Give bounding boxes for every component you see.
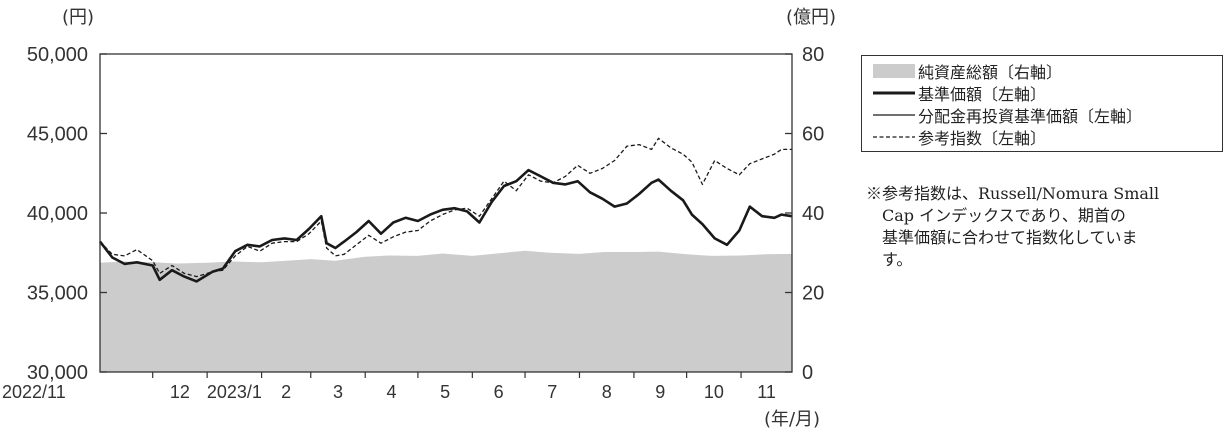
x-axis-tick-label: 12 — [170, 382, 190, 402]
x-axis-tick-label: 2 — [281, 382, 291, 402]
right-axis-tick-label: 60 — [802, 124, 824, 146]
footnote-line: Cap インデックスであり、期首の — [882, 206, 1126, 225]
legend-label-net-assets: 純資産総額〔右軸〕 — [918, 63, 1063, 82]
footnote: ※参考指数は、Russell/Nomura Small Cap インデックスであ… — [866, 183, 1224, 271]
left-axis-tick-label: 35,000 — [27, 283, 88, 305]
footnote-line: ※参考指数は、Russell/Nomura Small — [866, 184, 1160, 203]
legend: 純資産総額〔右軸〕 基準価額〔左軸〕 分配金再投資基準価額〔左軸〕 参考指数〔左… — [861, 55, 1223, 152]
legend-label-reference-index: 参考指数〔左軸〕 — [918, 129, 1047, 148]
x-axis-tick-label: 3 — [333, 382, 343, 402]
x-axis-tick-label: 2023/1 — [207, 382, 262, 402]
price-lines-layer — [98, 137, 793, 283]
reinvested-nav-line — [99, 169, 793, 282]
net-assets-area-layer — [100, 250, 792, 372]
legend-swatch-nav — [873, 91, 915, 95]
axes-layer — [99, 53, 793, 378]
legend-item-nav: 基準価額〔左軸〕 — [872, 82, 1046, 104]
x-axis-tick-label: 2022/11 — [2, 382, 66, 402]
legend-item-reinvested-nav: 分配金再投資基準価額〔左軸〕 — [872, 104, 1142, 126]
right-axis-tick-label: 80 — [802, 44, 824, 66]
legend-swatch-net-assets — [873, 64, 915, 78]
x-axis-tick-label: 9 — [655, 382, 665, 402]
left-axis-unit: (円) — [62, 7, 94, 28]
x-axis-tick-label: 8 — [602, 382, 612, 402]
left-axis-tick-label: 45,000 — [27, 124, 88, 146]
chart: 50,000 80 45,000 60 40,000 40 35,000 20 30,000 0 2… — [2, 7, 836, 430]
x-axis-tick-label: 11 — [757, 382, 776, 402]
net-assets-area — [100, 250, 792, 372]
legend-item-reference-index: 参考指数〔左軸〕 — [872, 126, 1046, 148]
x-axis-tick-label: 5 — [440, 382, 450, 402]
x-axis-tick-label: 4 — [387, 382, 397, 402]
left-axis-tick-label: 40,000 — [27, 203, 88, 225]
right-axis-tick-label: 0 — [802, 362, 813, 384]
legend-label-reinvested-nav: 分配金再投資基準価額〔左軸〕 — [918, 107, 1143, 126]
right-axis-tick-label: 40 — [802, 203, 824, 225]
right-axis-unit: (億円) — [786, 7, 836, 28]
legend-swatch-reinvested-nav — [873, 114, 915, 116]
x-axis-tick-label: 10 — [704, 382, 724, 402]
x-axis-tick-label: 6 — [494, 382, 504, 402]
footnote-line: 基準価額に合わせて指数化していま — [882, 228, 1138, 247]
x-axis-tick-label: 7 — [547, 382, 557, 402]
footnote-line: す。 — [882, 250, 913, 269]
left-axis-tick-label: 50,000 — [27, 44, 88, 66]
legend-label-nav: 基準価額〔左軸〕 — [918, 85, 1047, 104]
tick-labels-layer: 50,000 80 45,000 60 40,000 40 35,000 20 30,000 0 2… — [2, 7, 836, 430]
left-axis-tick-label: 30,000 — [27, 362, 88, 384]
legend-item-net-assets: 純資産総額〔右軸〕 — [872, 60, 1062, 82]
right-axis-tick-label: 20 — [802, 283, 824, 305]
legend-swatch-reference-index — [873, 136, 915, 138]
x-axis-unit: (年/月) — [764, 409, 820, 430]
